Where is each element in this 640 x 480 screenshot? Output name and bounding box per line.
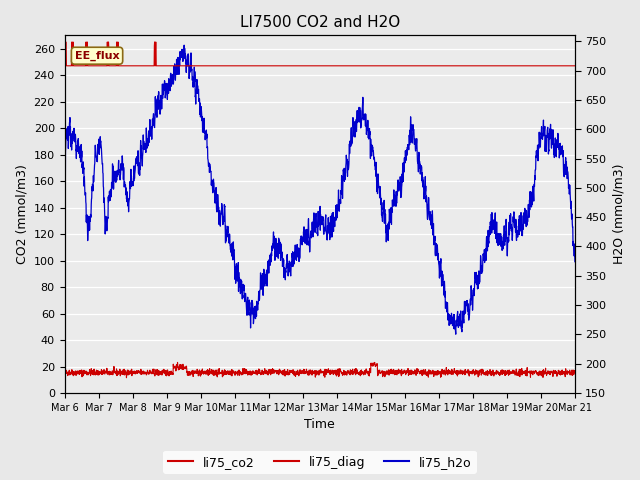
Y-axis label: CO2 (mmol/m3): CO2 (mmol/m3) xyxy=(15,164,28,264)
Y-axis label: H2O (mmol/m3): H2O (mmol/m3) xyxy=(612,164,625,264)
X-axis label: Time: Time xyxy=(305,419,335,432)
Text: EE_flux: EE_flux xyxy=(75,50,120,61)
Title: LI7500 CO2 and H2O: LI7500 CO2 and H2O xyxy=(239,15,400,30)
Legend: li75_co2, li75_diag, li75_h2o: li75_co2, li75_diag, li75_h2o xyxy=(163,451,477,474)
